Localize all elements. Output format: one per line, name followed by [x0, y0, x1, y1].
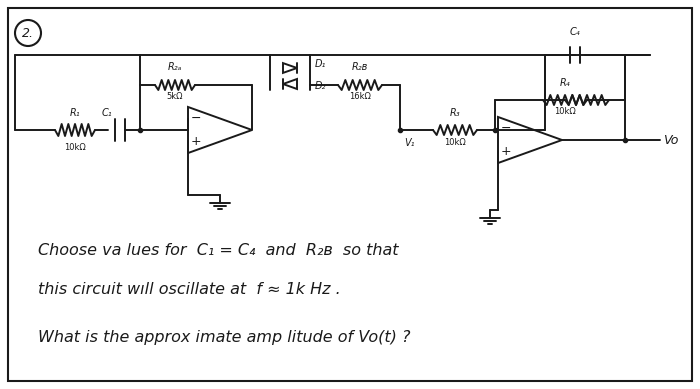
- Text: −: −: [500, 122, 511, 135]
- Text: +: +: [190, 135, 202, 148]
- Text: What is the approx imate amp litude of Vo(t) ?: What is the approx imate amp litude of V…: [38, 330, 410, 345]
- Text: V₁: V₁: [404, 138, 414, 148]
- Text: D₁: D₁: [315, 59, 326, 69]
- Text: C₄: C₄: [570, 27, 580, 37]
- Text: 10kΩ: 10kΩ: [444, 138, 466, 147]
- Text: R₂ʙ: R₂ʙ: [352, 62, 368, 72]
- Text: +: +: [500, 145, 511, 158]
- Text: −: −: [190, 112, 202, 125]
- Text: C₁: C₁: [102, 108, 112, 118]
- Text: 2.: 2.: [22, 26, 34, 40]
- FancyBboxPatch shape: [8, 8, 692, 381]
- Text: Vo: Vo: [663, 133, 678, 147]
- Text: R₂ₐ: R₂ₐ: [168, 62, 182, 72]
- Text: R₄: R₄: [560, 78, 570, 88]
- Text: Choose va lues for  C₁ = C₄  and  R₂ʙ  so that: Choose va lues for C₁ = C₄ and R₂ʙ so th…: [38, 243, 398, 258]
- Text: this circuit wıll oscillate at  f ≈ 1k Hz .: this circuit wıll oscillate at f ≈ 1k Hz…: [38, 282, 341, 297]
- Text: 16kΩ: 16kΩ: [349, 92, 371, 101]
- Text: R₁: R₁: [70, 108, 80, 118]
- Text: 5kΩ: 5kΩ: [167, 92, 183, 101]
- Text: D₂: D₂: [315, 81, 326, 91]
- Text: 10kΩ: 10kΩ: [554, 107, 576, 116]
- Text: 10kΩ: 10kΩ: [64, 143, 86, 152]
- Text: R₃: R₃: [449, 108, 461, 118]
